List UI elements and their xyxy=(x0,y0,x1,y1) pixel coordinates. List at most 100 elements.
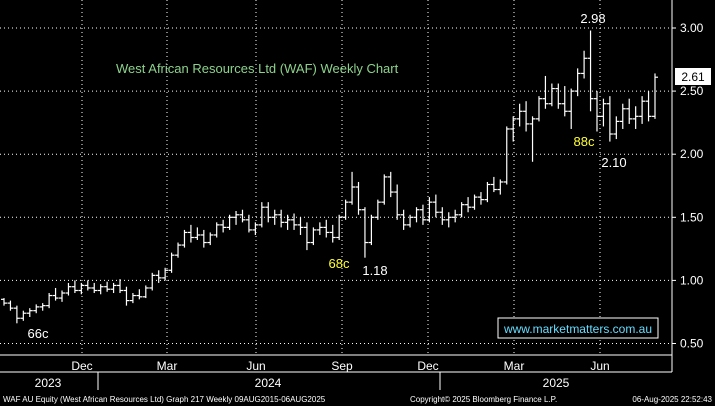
ohlc-bar xyxy=(529,116,536,162)
month-tick-label: Jun xyxy=(246,359,265,373)
ohlc-bar xyxy=(361,207,368,258)
ohlc-bar xyxy=(78,282,85,295)
ohlc-bar xyxy=(129,293,136,304)
ohlc-bar xyxy=(258,202,265,228)
ohlc-bar xyxy=(381,174,388,205)
ohlc-bar xyxy=(104,281,111,292)
ohlc-bar xyxy=(574,68,581,97)
ohlc-bar xyxy=(297,217,304,235)
year-label: 2023 xyxy=(35,376,62,390)
ohlc-bar xyxy=(59,290,66,302)
ohlc-bar xyxy=(39,303,46,311)
ohlc-bar xyxy=(606,96,613,142)
ohlc-bar xyxy=(213,222,220,238)
ohlc-bar xyxy=(645,91,652,122)
ohlc-bar xyxy=(535,96,542,122)
ohlc-bar xyxy=(329,224,336,243)
ohlc-bar xyxy=(503,126,510,185)
ohlc-bar xyxy=(233,210,240,225)
ohlc-bar xyxy=(136,289,143,300)
ohlc-bar xyxy=(626,98,633,124)
price-annotation: 88c xyxy=(574,134,595,149)
ohlc-bar xyxy=(568,88,575,129)
ohlc-bar xyxy=(581,50,588,79)
ohlc-bar xyxy=(71,280,78,294)
ohlc-bar xyxy=(400,209,407,230)
ohlc-bar xyxy=(20,310,27,321)
ohlc-bar xyxy=(181,229,188,248)
ohlc-bar xyxy=(516,103,523,127)
ohlc-bar xyxy=(432,194,439,218)
ohlc-bar xyxy=(220,219,227,233)
ohlc-bar xyxy=(91,282,98,294)
ohlc-bar xyxy=(175,242,182,258)
price-annotation: 2.98 xyxy=(580,11,605,26)
y-tick-label: 1.50 xyxy=(680,210,704,224)
price-annotation: 68c xyxy=(329,256,350,271)
ohlc-bar xyxy=(471,194,478,210)
ohlc-bar xyxy=(561,86,568,117)
ohlc-bar xyxy=(278,209,285,228)
y-tick-label: 2.00 xyxy=(680,147,704,161)
ohlc-bar xyxy=(374,199,381,220)
ohlc-bar xyxy=(310,227,317,246)
ohlc-bar xyxy=(452,209,459,223)
month-tick-label: Jun xyxy=(590,359,609,373)
y-tick-label: 2.50 xyxy=(680,84,704,98)
month-tick-label: Dec xyxy=(417,359,438,373)
ohlc-bar xyxy=(419,204,426,225)
ohlc-bar xyxy=(84,280,91,291)
ohlc-bar xyxy=(303,222,310,251)
ohlc-bar xyxy=(445,212,452,228)
ohlc-bar xyxy=(46,293,53,309)
ohlc-bar xyxy=(110,282,117,294)
ohlc-bar xyxy=(117,279,124,294)
ohlc-bar xyxy=(26,308,33,317)
ohlc-bar xyxy=(207,232,214,246)
ohlc-bar xyxy=(168,252,175,273)
ohlc-bar xyxy=(187,224,194,243)
ohlc-bar xyxy=(1,298,7,306)
chart-annotations: 66c 68c 1.18 2.98 88c 2.10 xyxy=(28,11,627,341)
ohlc-bar xyxy=(587,30,594,112)
ohlc-bar xyxy=(142,285,149,299)
y-tick-label: 1.00 xyxy=(680,273,704,287)
ohlc-bar xyxy=(200,229,207,248)
ohlc-bar xyxy=(497,179,504,195)
footer-center: Copyright© 2025 Bloomberg Finance L.P. xyxy=(410,395,557,404)
ohlc-bar xyxy=(368,214,375,246)
month-tick-label: Sep xyxy=(331,359,353,373)
ohlc-bar xyxy=(291,213,298,230)
price-annotation: 1.18 xyxy=(362,263,387,278)
ohlc-bar xyxy=(355,181,362,215)
ohlc-bar xyxy=(316,222,323,235)
ohlc-bar xyxy=(265,202,272,223)
ohlc-bar xyxy=(336,214,343,241)
ohlc-bar xyxy=(413,207,420,223)
ohlc-bar xyxy=(239,209,246,223)
ohlc-bar xyxy=(226,214,233,230)
year-label: 2024 xyxy=(255,376,282,390)
y-tick-label: 0.50 xyxy=(680,337,704,351)
last-price-box xyxy=(675,68,711,85)
ohlc-bar xyxy=(439,207,446,225)
ohlc-bar xyxy=(632,106,639,129)
watermark-text: www.marketmatters.com.au xyxy=(503,322,652,336)
ohlc-bar xyxy=(619,103,626,129)
ohlc-bar xyxy=(33,304,40,314)
ohlc-bar xyxy=(123,286,130,306)
ohlc-bar xyxy=(652,73,658,119)
ohlc-bar xyxy=(555,83,562,109)
y-tick-label: 3.00 xyxy=(680,21,704,35)
ohlc-bar xyxy=(52,287,59,301)
last-price-label: 2.61 xyxy=(681,70,705,84)
x-axis: Dec Mar Jun Sep Dec Mar Jun 2023 2024 2025 xyxy=(0,354,672,390)
ohlc-bar xyxy=(394,184,401,220)
ohlc-bar xyxy=(407,214,414,228)
ohlc-bar xyxy=(155,270,162,283)
ohlc-bar xyxy=(484,181,491,203)
ohlc-bar xyxy=(252,222,259,235)
ohlc-bar xyxy=(349,171,356,205)
year-label: 2025 xyxy=(543,376,570,390)
ohlc-bar xyxy=(600,98,607,127)
